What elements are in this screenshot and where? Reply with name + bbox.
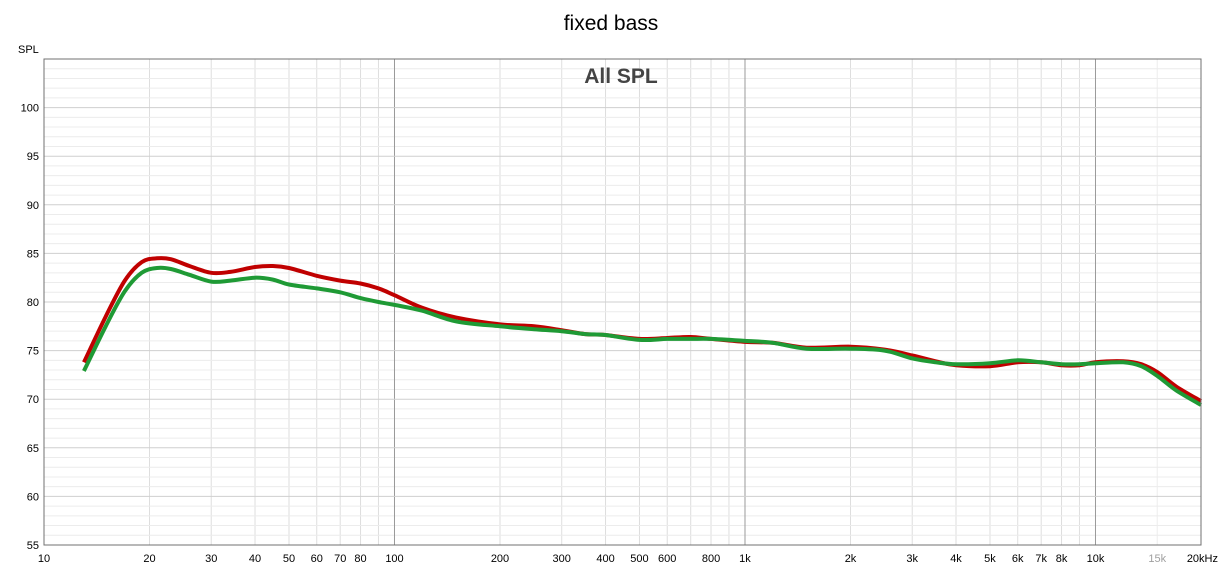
x-tick-label: 400 (596, 553, 614, 565)
x-tick-label: 8k (1056, 553, 1068, 565)
series-layer (82, 256, 1203, 407)
y-tick-label: 65 (27, 443, 39, 455)
y-tick-label: 100 (21, 103, 39, 115)
y-tick-label: 70 (27, 394, 39, 406)
x-tick-label: 4k (950, 553, 962, 565)
x-tick-label: 5k (984, 553, 996, 565)
x-tick-labels: 10 20 30 40 50 60 70 80 100 200 300 400 500 600 800 1k 2… (38, 553, 1218, 565)
y-tick-label: 95 (27, 151, 39, 163)
x-tick-label: 40 (249, 553, 261, 565)
plot-inner-title: All SPL (584, 65, 658, 88)
x-tick-label: 10k (1087, 553, 1105, 565)
major-grid (44, 59, 1201, 545)
x-tick-label: 7k (1035, 553, 1047, 565)
x-tick-label: 6k (1012, 553, 1024, 565)
x-tick-label: 80 (354, 553, 366, 565)
x-tick-label: 30 (205, 553, 217, 565)
x-tick-label: 3k (906, 553, 918, 565)
plot-frame (43, 58, 1202, 546)
y-axis-label: SPL (18, 44, 39, 56)
x-tick-label: 600 (658, 553, 676, 565)
chart-title: fixed bass (564, 12, 659, 35)
y-tick-label: 85 (27, 248, 39, 260)
x-tick-label: 300 (553, 553, 571, 565)
x-tick-label: 70 (334, 553, 346, 565)
x-tick-label: 10 (38, 553, 50, 565)
y-tick-label: 60 (27, 491, 39, 503)
y-tick-label: 80 (27, 297, 39, 309)
x-tick-label: 500 (630, 553, 648, 565)
x-tick-label: 60 (311, 553, 323, 565)
series-line-2 (82, 265, 1203, 407)
x-tick-label: 100 (385, 553, 403, 565)
x-tick-label: 50 (283, 553, 295, 565)
x-tick-label: 1k (739, 553, 751, 565)
x-tick-label: 800 (702, 553, 720, 565)
x-tick-label: 20kHz (1187, 553, 1218, 565)
x-tick-label: 20 (143, 553, 155, 565)
x-tick-label: 15k (1148, 553, 1166, 565)
y-tick-label: 75 (27, 346, 39, 358)
y-tick-label: 90 (27, 200, 39, 212)
x-tick-label: 200 (491, 553, 509, 565)
y-tick-label: 55 (27, 540, 39, 552)
x-tick-label: 2k (845, 553, 857, 565)
y-tick-labels: 55 60 65 70 75 80 85 90 95 100 (21, 103, 39, 552)
